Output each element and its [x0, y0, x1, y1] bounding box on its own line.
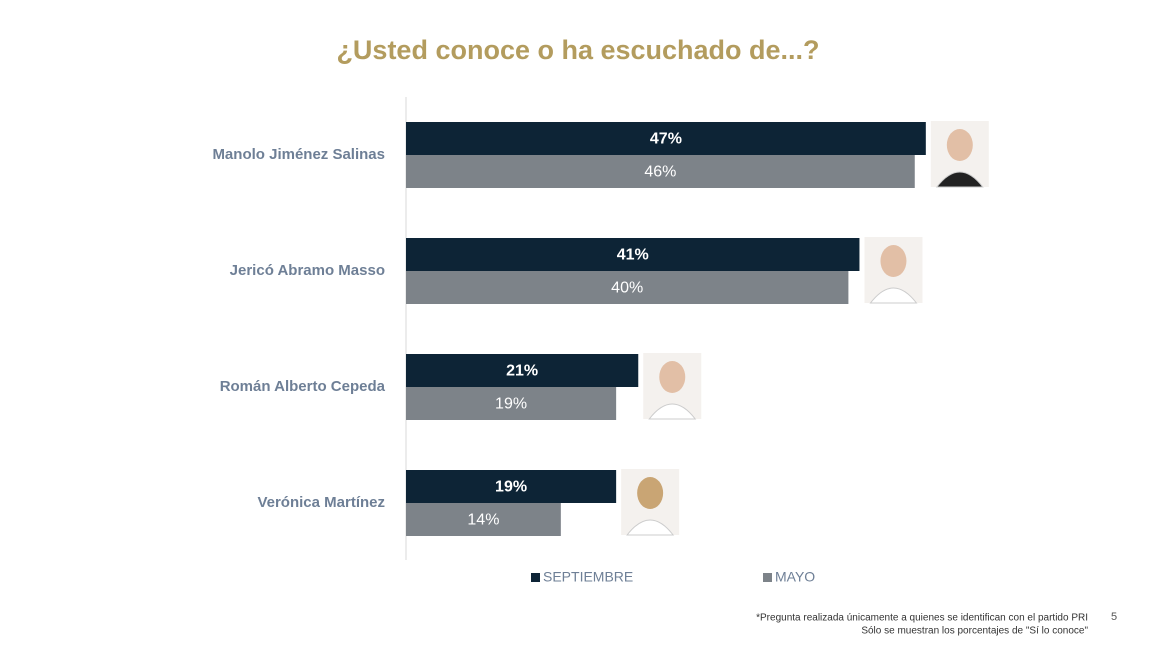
footnote: Sólo se muestran los porcentajes de "Sí … [861, 626, 1088, 637]
value-label: 19% [495, 396, 527, 413]
chart-title: ¿Usted conoce o ha escuchado de...? [336, 35, 819, 65]
legend-swatch [763, 573, 772, 582]
legend-label: SEPTIEMBRE [543, 569, 633, 585]
photo-shoulders [869, 287, 918, 304]
photo-shoulders [648, 403, 697, 420]
legend-swatch [531, 573, 540, 582]
bar [406, 238, 860, 271]
bar [406, 503, 561, 536]
footnote: *Pregunta realizada únicamente a quienes… [756, 613, 1088, 624]
photo-head [659, 361, 686, 393]
category-label: Manolo Jiménez Salinas [212, 146, 385, 163]
value-label: 47% [650, 131, 682, 148]
bar [406, 354, 639, 387]
value-label: 46% [644, 164, 676, 181]
value-label: 19% [495, 479, 527, 496]
photo-head [946, 129, 973, 161]
bar [406, 271, 849, 304]
bar [406, 387, 617, 420]
category-label: Román Alberto Cepeda [220, 378, 386, 395]
value-label: 14% [467, 512, 499, 529]
value-label: 21% [506, 363, 538, 380]
value-label: 41% [617, 247, 649, 264]
photo-head [880, 245, 907, 277]
photo-shoulders [935, 171, 984, 188]
bar [406, 122, 926, 155]
photo-shoulders [626, 519, 675, 536]
category-label: Jericó Abramo Masso [230, 262, 385, 279]
page-number: 5 [1111, 611, 1117, 623]
value-label: 40% [611, 280, 643, 297]
bar [406, 470, 617, 503]
legend-label: MAYO [775, 569, 815, 585]
category-label: Verónica Martínez [257, 494, 385, 511]
bar [406, 155, 915, 188]
photo-head [637, 477, 664, 509]
